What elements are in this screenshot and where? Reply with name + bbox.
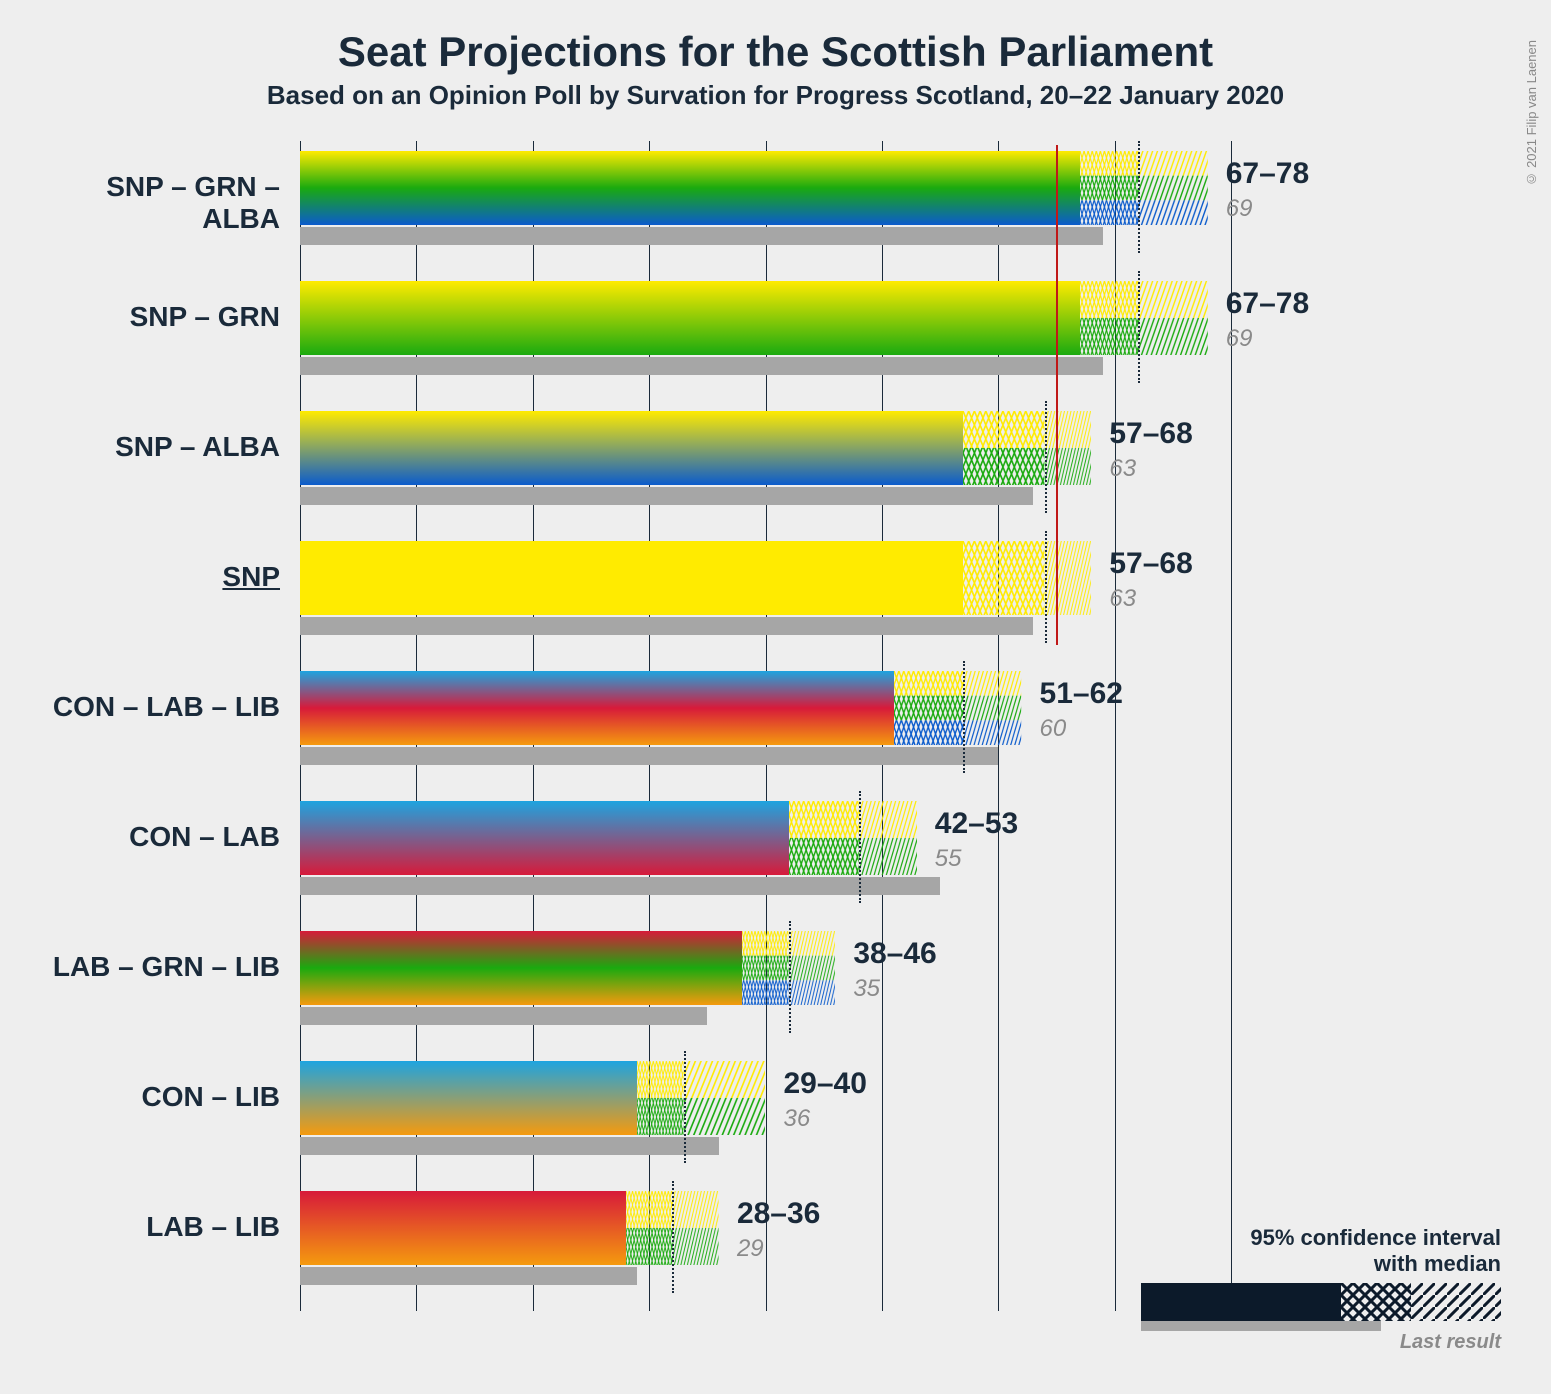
coalition-row: CON – LIB 29–4036	[300, 1051, 1511, 1181]
last-value: 60	[1040, 715, 1067, 743]
coalition-label: SNP – ALBA	[40, 431, 280, 463]
coalition-row: CON – LAB 42–5355	[300, 791, 1511, 921]
last-value: 63	[1109, 585, 1136, 613]
bar-diag-hatch	[1138, 151, 1208, 225]
bar-diag-hatch	[672, 1191, 719, 1265]
legend-last-label: Last result	[1141, 1331, 1501, 1354]
bar-diag-hatch	[684, 1061, 765, 1135]
bar-solid	[300, 1191, 626, 1265]
bar-cross-hatch	[963, 541, 1044, 615]
last-value: 69	[1226, 325, 1253, 353]
last-value: 35	[853, 975, 880, 1003]
copyright-text: © 2021 Filip van Laenen	[1524, 40, 1539, 187]
last-value: 55	[935, 845, 962, 873]
bar-diag-hatch	[1138, 281, 1208, 355]
median-tick	[963, 661, 965, 773]
range-value: 57–68	[1109, 547, 1192, 581]
bar-cross-hatch	[1080, 151, 1138, 225]
chart-area: SNP – GRN – ALBA 67–78 69 SNP – GRN 67–78 6…	[40, 141, 1511, 1311]
last-value: 36	[784, 1105, 811, 1133]
legend-diag-hatch	[1411, 1283, 1501, 1321]
last-result-bar	[300, 227, 1103, 245]
legend-solid	[1141, 1283, 1341, 1321]
bar-solid	[300, 671, 894, 745]
coalition-label: LAB – LIB	[40, 1211, 280, 1243]
range-value: 42–53	[935, 807, 1018, 841]
bar-solid	[300, 801, 789, 875]
bar-cross-hatch	[742, 931, 789, 1005]
last-result-bar	[300, 617, 1033, 635]
coalition-label: CON – LAB – LIB	[40, 691, 280, 723]
bar-solid	[300, 151, 1080, 225]
range-value: 38–46	[853, 937, 936, 971]
bar-solid	[300, 541, 963, 615]
range-value: 67–78	[1226, 157, 1309, 191]
bar-solid	[300, 281, 1080, 355]
bar-diag-hatch	[963, 671, 1021, 745]
coalition-label: SNP	[40, 561, 280, 593]
bar-cross-hatch	[789, 801, 859, 875]
legend-line2: with median	[1141, 1251, 1501, 1277]
bar-cross-hatch	[963, 411, 1044, 485]
median-tick	[1138, 271, 1140, 383]
coalition-row: SNP – GRN – ALBA 67–7869	[300, 141, 1511, 271]
coalition-label: LAB – GRN – LIB	[40, 951, 280, 983]
last-result-bar	[300, 877, 940, 895]
last-result-bar	[300, 1267, 637, 1285]
median-tick	[1045, 531, 1047, 643]
bar-diag-hatch	[1045, 541, 1092, 615]
bar-diag-hatch	[1045, 411, 1092, 485]
legend-line1: 95% confidence interval	[1141, 1225, 1501, 1251]
last-result-bar	[300, 1137, 719, 1155]
legend: 95% confidence interval with median Last…	[1141, 1225, 1501, 1354]
median-tick	[684, 1051, 686, 1163]
median-tick	[789, 921, 791, 1033]
bar-diag-hatch	[789, 931, 836, 1005]
bar-solid	[300, 1061, 637, 1135]
coalition-label: CON – LIB	[40, 1081, 280, 1113]
bar-cross-hatch	[626, 1191, 673, 1265]
last-result-bar	[300, 747, 998, 765]
coalition-label: SNP – GRN – ALBA	[40, 171, 280, 235]
coalition-row: SNP – GRN 67–7869	[300, 271, 1511, 401]
bar-cross-hatch	[1080, 281, 1138, 355]
last-result-bar	[300, 357, 1103, 375]
last-result-bar	[300, 487, 1033, 505]
last-value: 29	[737, 1235, 764, 1263]
legend-bar	[1141, 1283, 1501, 1329]
majority-line	[1056, 145, 1058, 645]
bar-solid	[300, 931, 742, 1005]
median-tick	[1138, 141, 1140, 253]
range-value: 29–40	[784, 1067, 867, 1101]
legend-last-result	[1141, 1321, 1381, 1331]
coalition-row: LAB – GRN – LIB 38–4635	[300, 921, 1511, 1051]
range-value: 57–68	[1109, 417, 1192, 451]
last-result-bar	[300, 1007, 707, 1025]
last-value: 69	[1226, 195, 1253, 223]
legend-cross-hatch	[1341, 1283, 1411, 1321]
coalition-row: SNP – ALBA 57–6863	[300, 401, 1511, 531]
chart-title: Seat Projections for the Scottish Parlia…	[0, 0, 1551, 76]
bar-diag-hatch	[859, 801, 917, 875]
median-tick	[1045, 401, 1047, 513]
last-value: 63	[1109, 455, 1136, 483]
bar-cross-hatch	[637, 1061, 684, 1135]
range-value: 67–78	[1226, 287, 1309, 321]
coalition-row: CON – LAB – LIB 51–6260	[300, 661, 1511, 791]
chart-subtitle: Based on an Opinion Poll by Survation fo…	[0, 80, 1551, 111]
median-tick	[672, 1181, 674, 1293]
bar-solid	[300, 411, 963, 485]
median-tick	[859, 791, 861, 903]
bar-cross-hatch	[894, 671, 964, 745]
coalition-label: CON – LAB	[40, 821, 280, 853]
coalition-row: SNP 57–6863	[300, 531, 1511, 661]
range-value: 51–62	[1040, 677, 1123, 711]
plot: SNP – GRN – ALBA 67–7869SNP – GRN 67–786…	[300, 141, 1511, 1311]
range-value: 28–36	[737, 1197, 820, 1231]
coalition-label: SNP – GRN	[40, 301, 280, 333]
